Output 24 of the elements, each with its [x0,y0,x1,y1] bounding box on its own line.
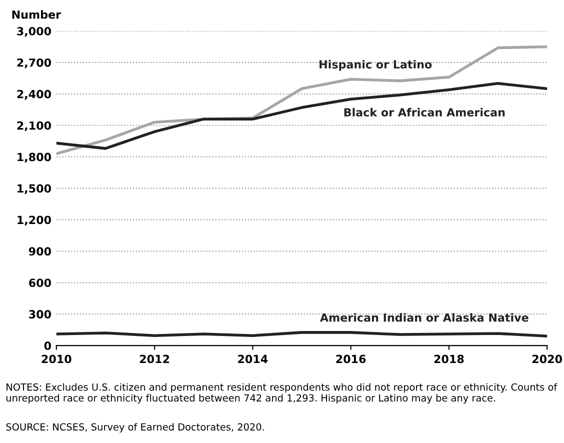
x-tick-label: 2010 [42,354,72,364]
series-label: Black or African American [344,108,505,117]
y-tick-label: 600 [29,278,52,288]
x-tick-label: 2012 [140,354,170,364]
source-note: SOURCE: NCSES, Survey of Earned Doctorates, 2020. [6,423,264,432]
series-label: American Indian or Alaska Native [320,313,528,322]
y-tick-label: 0 [44,342,52,350]
y-tick-label: 900 [28,247,52,256]
series-label: Hispanic or Latino [320,60,432,71]
y-tick-label: 1,500 [18,184,52,194]
y-tick-label: 2,400 [17,90,52,100]
y-tick-label: 300 [29,310,52,318]
line-series [56,82,548,150]
y-tick-label: 1,800 [18,152,52,163]
y-axis-title: Number [12,10,62,19]
x-tick-label: 2014 [238,354,268,364]
y-tick-label: 3,000 [17,26,52,37]
text: NOTES: Excludes U.S. citizen and permanent resident respondents who did not report race or ethnicity. Counts of unreported race or ethnicity fluctuated between 742 and 1,293. Hispanic or Latino may be any race. [6,383,558,404]
y-tick-label: 1,200 [18,216,52,226]
x-tick-label: 2020 [532,354,562,364]
x-tick-label: 2018 [434,354,464,364]
y-tick-label: 2,700 [17,58,52,68]
x-tick-label: 2016 [336,354,366,364]
y-tick-label: 2,100 [17,121,52,132]
